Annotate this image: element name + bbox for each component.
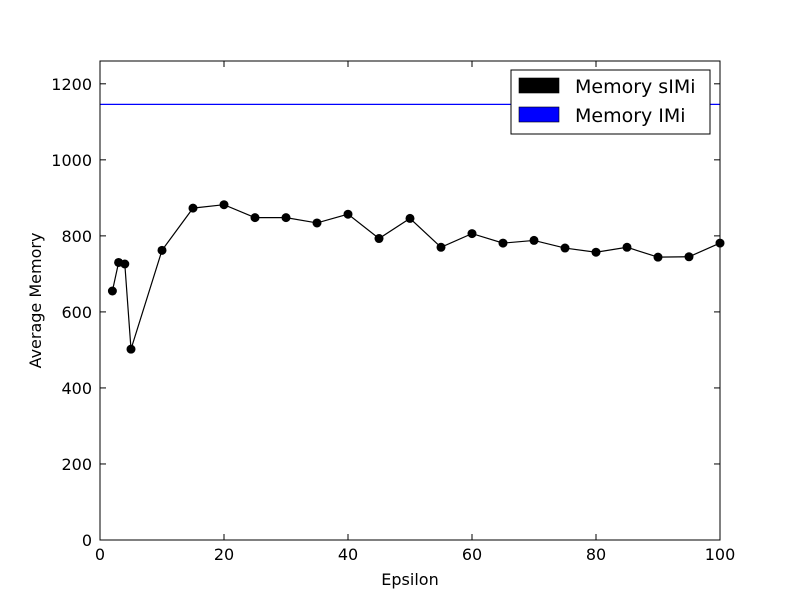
data-point <box>188 203 198 213</box>
x-axis-title: Epsilon <box>381 570 438 589</box>
data-point <box>219 200 229 210</box>
data-point <box>281 213 291 223</box>
data-point <box>560 243 570 253</box>
data-point <box>622 242 632 252</box>
series-line-simi <box>111 204 721 350</box>
legend: Memory sIMi Memory IMi <box>510 69 711 135</box>
y-tick-label: 1200 <box>51 75 92 94</box>
data-point <box>107 286 117 296</box>
data-point <box>120 259 130 269</box>
x-tick-label: 40 <box>338 545 358 564</box>
x-tick-label: 60 <box>462 545 482 564</box>
data-point <box>498 238 508 248</box>
data-point <box>591 247 601 257</box>
y-tick-label: 600 <box>61 303 92 322</box>
legend-swatch <box>518 77 560 94</box>
x-tick-label: 0 <box>95 545 105 564</box>
y-tick-label: 1000 <box>51 151 92 170</box>
x-tick-label: 100 <box>705 545 736 564</box>
y-tick-label: 200 <box>61 455 92 474</box>
x-tick-label: 80 <box>586 545 606 564</box>
legend-label: Memory sIMi <box>575 76 696 98</box>
data-point <box>374 234 384 244</box>
data-point <box>157 245 167 255</box>
legend-swatch <box>518 106 560 123</box>
y-tick-label: 0 <box>82 531 92 550</box>
plot-series-layer <box>100 103 725 354</box>
plot-frame <box>99 60 721 541</box>
data-point <box>529 235 539 245</box>
data-point <box>343 209 353 219</box>
x-tick-label: 20 <box>214 545 234 564</box>
data-point <box>684 252 694 262</box>
data-point <box>653 252 663 262</box>
data-point <box>467 229 477 239</box>
y-tick-label: 800 <box>61 227 92 246</box>
y-tick-label: 400 <box>61 379 92 398</box>
data-point <box>126 344 136 354</box>
data-point <box>436 242 446 252</box>
y-axis-title: Average Memory <box>26 233 45 369</box>
data-point <box>312 218 322 228</box>
legend-label: Memory IMi <box>575 105 686 127</box>
data-point <box>250 213 260 223</box>
data-point <box>405 213 415 223</box>
